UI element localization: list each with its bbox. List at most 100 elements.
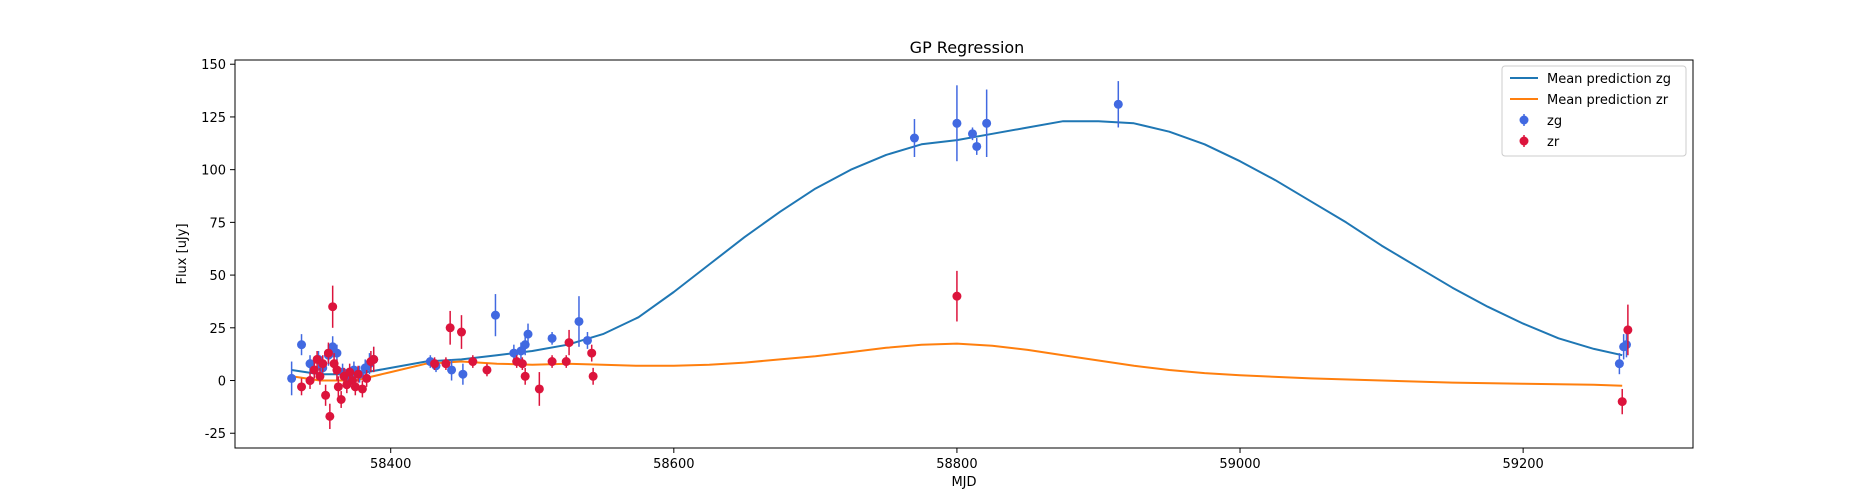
marker [547,333,557,343]
data-point-zr [333,376,343,398]
marker [574,316,584,326]
marker [323,348,333,358]
y-tick-label: -25 [205,427,226,442]
marker [456,327,466,337]
data-point-zr [328,285,338,328]
data-point-zr [456,315,466,349]
data-point-zr [547,355,557,368]
marker [564,338,574,348]
legend-label-zg: zg [1547,114,1562,129]
y-tick-label: 0 [218,375,226,390]
legend-marker [1519,136,1529,146]
marker [332,365,342,375]
marker [587,348,597,358]
marker [1621,340,1631,350]
data-point-zr [445,310,455,345]
marker [490,310,500,320]
y-tick-label: 125 [201,111,226,126]
data-point-zr [305,372,315,389]
marker [547,357,557,367]
data-point-zg [490,294,500,337]
marker [430,359,440,369]
data-point-zr [297,378,307,396]
chart-title: GP Regression [910,38,1025,57]
data-point-zr [468,355,478,368]
data-point-zr [325,403,335,430]
marker [468,357,478,367]
y-tick-label: 100 [201,164,226,179]
data-point-zr [587,344,597,362]
marker [321,390,331,400]
marker [328,342,338,352]
marker [517,359,527,369]
y-tick-label: 150 [201,58,226,73]
marker [362,373,372,383]
marker [582,335,592,345]
data-point-zg [982,89,992,157]
marker [445,323,455,333]
marker [1617,397,1627,407]
x-tick-label: 59000 [1219,457,1260,472]
marker [353,369,363,379]
mean-line-zr [291,342,1623,387]
data-point-zr [482,363,492,377]
data-point-zr [952,270,962,322]
data-point-zg [287,361,297,396]
marker [357,384,367,394]
data-point-zr [362,369,372,387]
data-point-zg [582,332,592,349]
marker [441,359,451,369]
data-point-zr [332,359,342,381]
plot-frame [234,59,1694,449]
y-axis-label: Flux [uJy] [175,223,190,284]
data-point-zg [1621,332,1631,358]
data-point-zg [574,296,584,347]
data-point-zr [441,357,451,370]
marker [287,373,297,383]
data-point-zr [321,384,331,406]
marker [588,371,598,381]
data-point-zg [1113,81,1123,128]
marker [315,371,325,381]
marker [328,302,338,312]
data-point-zg [952,85,962,162]
marker [972,141,982,151]
data-point-zr [564,329,574,356]
legend-box [1501,65,1687,157]
y-tick-label: 50 [209,269,226,284]
marker [333,382,343,392]
y-tick-label: 25 [209,322,226,337]
data-point-zr [318,355,328,373]
data-point-zr [323,342,333,364]
x-tick-label: 59200 [1502,457,1543,472]
marker [982,118,992,128]
data-point-zr [561,355,571,368]
marker [447,365,457,375]
data-point-zg [523,323,533,345]
marker [523,329,533,339]
plot-data-layer [287,81,1633,430]
marker [952,291,962,301]
legend-swatch-zr [1519,135,1529,147]
marker [482,365,492,375]
marker [336,395,346,404]
marker [1623,325,1633,335]
data-point-zr [357,380,367,398]
marker [520,371,530,381]
marker [458,369,468,379]
data-point-zg [967,127,977,141]
data-point-zg [972,138,982,155]
marker [318,359,328,369]
marker [325,411,335,421]
marker [305,376,315,386]
data-point-zg [458,363,468,385]
data-point-zr [1623,304,1633,356]
marker [369,354,379,364]
marker [516,346,526,356]
y-axis: -25 0 25 50 75 100 125 150 [201,58,235,442]
marker [305,359,315,369]
marker [297,340,307,350]
marker [967,129,977,139]
legend-marker [1519,115,1529,125]
